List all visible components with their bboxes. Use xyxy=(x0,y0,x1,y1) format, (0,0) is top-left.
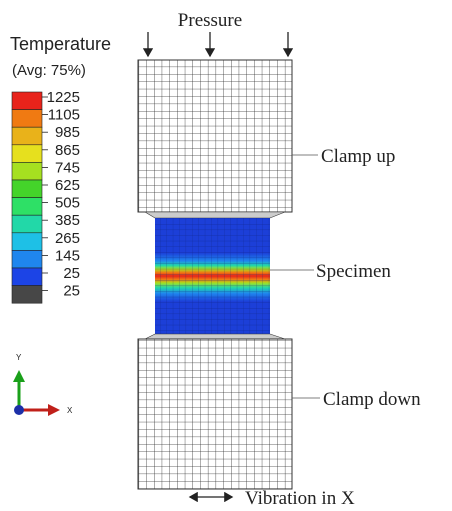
legend-swatch xyxy=(12,233,42,251)
legend-swatch xyxy=(12,180,42,198)
legend-label: 505 xyxy=(55,195,80,212)
legend-label: 985 xyxy=(55,124,80,141)
clamp-up-label: Clamp up xyxy=(321,146,395,167)
axis-triad xyxy=(13,370,60,416)
legend-swatch xyxy=(12,286,42,304)
legend-swatch xyxy=(12,127,42,145)
legend-label: 25 xyxy=(63,265,80,282)
legend-swatch xyxy=(12,198,42,216)
legend-label: 865 xyxy=(55,142,80,159)
legend-swatch xyxy=(12,215,42,233)
clamp-down-flange xyxy=(145,334,285,339)
legend-label: 25 xyxy=(63,283,80,300)
legend-label: 145 xyxy=(55,247,80,264)
clamp-up-mesh xyxy=(138,60,292,212)
legend-label: 1105 xyxy=(48,107,80,124)
legend-label: 265 xyxy=(55,230,80,247)
legend-label: 745 xyxy=(55,159,80,176)
pressure-arrows xyxy=(148,32,288,56)
legend-label: 625 xyxy=(55,177,80,194)
specimen-label: Specimen xyxy=(316,261,391,282)
legend-title: Temperature xyxy=(10,34,111,54)
legend-label: 1225 xyxy=(47,89,80,106)
legend-swatch xyxy=(12,268,42,286)
vibration-label: Vibration in X xyxy=(245,488,355,509)
legend-swatch xyxy=(12,145,42,163)
clamp-up-flange xyxy=(145,212,285,218)
pressure-label: Pressure xyxy=(178,10,242,31)
legend-label: 385 xyxy=(55,212,80,229)
specimen-mesh xyxy=(155,218,270,334)
clamp-down-mesh xyxy=(138,339,292,489)
x-axis-label: X xyxy=(67,406,73,415)
legend-swatch xyxy=(12,92,42,110)
clamp-down-label: Clamp down xyxy=(323,389,421,410)
legend-subtitle: (Avg: 75%) xyxy=(12,62,86,79)
figure: Pressure Clamp up Specimen Clamp down Vi… xyxy=(0,0,452,511)
legend-swatch xyxy=(12,162,42,180)
y-axis-label: Y xyxy=(16,353,22,362)
legend-swatch xyxy=(12,250,42,268)
legend-swatch xyxy=(12,110,42,128)
